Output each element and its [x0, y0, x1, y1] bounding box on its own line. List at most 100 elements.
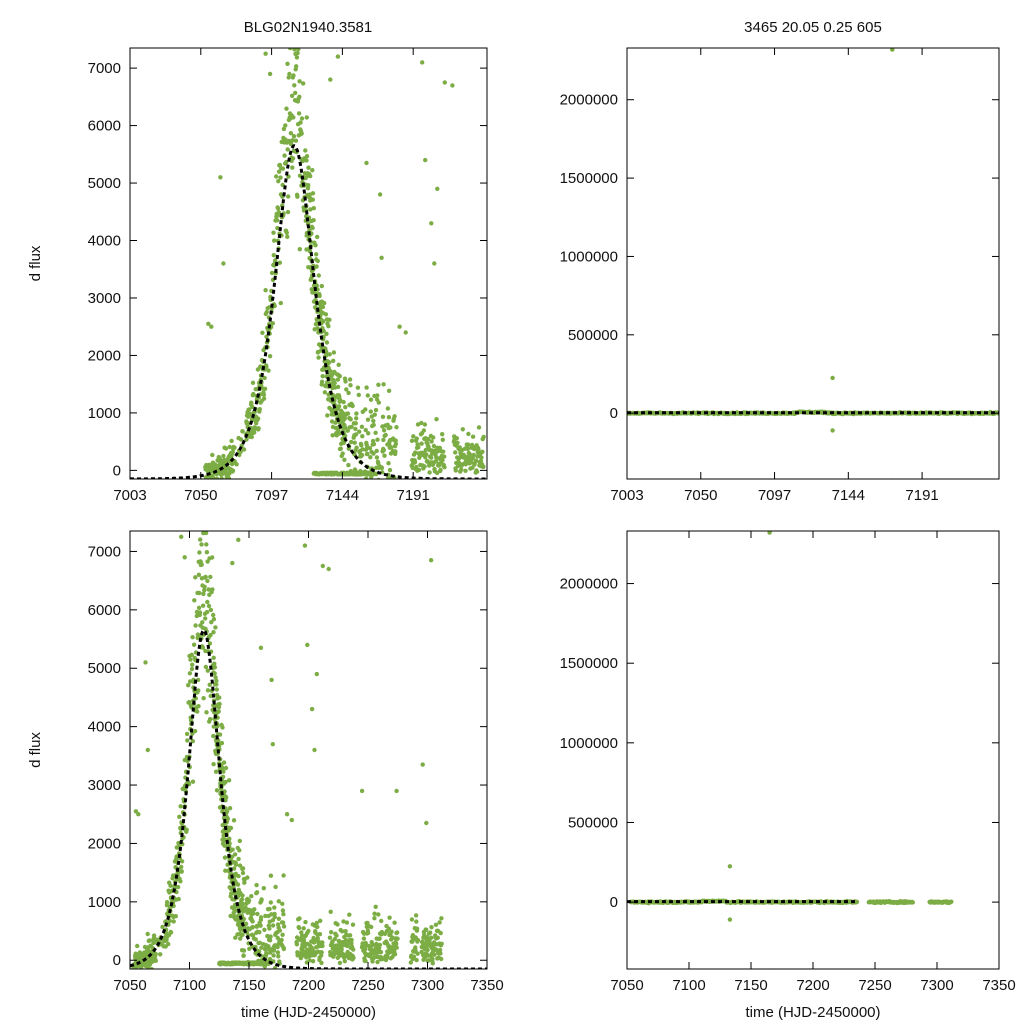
data-point — [354, 416, 359, 421]
x-tick-label: 7144 — [832, 487, 865, 504]
data-point — [294, 55, 300, 60]
data-point — [326, 324, 331, 329]
data-point — [374, 505, 378, 509]
data-point — [371, 418, 376, 424]
data-point — [199, 562, 204, 567]
data-point — [328, 909, 333, 914]
data-point — [263, 288, 268, 293]
plot-frame — [129, 47, 488, 480]
data-point — [208, 632, 213, 638]
data-point — [315, 924, 320, 930]
y-tick-label: 0 — [610, 405, 618, 422]
data-point — [280, 166, 286, 171]
data-point — [440, 432, 445, 437]
data-point — [214, 687, 219, 692]
data-point — [303, 148, 308, 153]
data-point — [270, 923, 276, 928]
data-point — [344, 920, 350, 925]
data-point — [450, 83, 455, 88]
data-point — [442, 80, 447, 85]
data-point — [413, 450, 418, 455]
data-point — [381, 437, 386, 443]
data-point — [890, 48, 895, 52]
data-point — [292, 48, 297, 52]
data-point — [423, 447, 429, 453]
data-point — [258, 915, 264, 920]
x-tick-label: 7300 — [411, 977, 444, 994]
data-point — [453, 450, 458, 455]
data-point — [373, 430, 378, 435]
data-point — [337, 374, 342, 379]
data-point — [314, 264, 319, 269]
y-tick-label: 2000 — [88, 835, 121, 852]
data-point — [302, 543, 308, 548]
data-point — [283, 123, 288, 128]
data-point — [257, 407, 262, 412]
data-point — [381, 428, 387, 433]
data-point — [414, 464, 419, 470]
data-point — [349, 937, 354, 943]
data-point — [368, 409, 373, 414]
data-point — [268, 934, 273, 939]
data-point — [268, 900, 273, 905]
data-point — [208, 693, 213, 699]
data-point — [380, 414, 386, 419]
data-point — [376, 382, 381, 387]
data-point — [426, 437, 431, 442]
data-point — [370, 481, 374, 485]
data-point — [359, 424, 365, 429]
data-point — [264, 952, 269, 957]
data-point — [433, 922, 439, 927]
x-tick-label: 7191 — [905, 487, 938, 504]
data-point — [419, 441, 424, 446]
data-point — [268, 873, 274, 878]
data-point — [389, 445, 394, 450]
data-point — [296, 48, 301, 52]
data-point — [343, 405, 348, 410]
y-tick-label: 3000 — [88, 290, 121, 307]
data-point — [435, 935, 440, 940]
data-point — [343, 379, 348, 384]
data-point — [230, 560, 235, 566]
data-point — [221, 760, 227, 765]
data-point — [438, 951, 443, 956]
data-point — [479, 455, 484, 460]
data-point — [335, 384, 341, 390]
data-point — [409, 917, 415, 922]
data-point — [299, 131, 304, 136]
data-point — [207, 717, 213, 722]
data-point — [342, 457, 347, 462]
data-point — [375, 437, 380, 442]
data-point — [270, 742, 275, 747]
data-point — [166, 941, 171, 947]
data-point — [261, 886, 266, 891]
data-point — [210, 555, 215, 560]
data-point — [237, 863, 243, 868]
data-point — [189, 666, 195, 672]
data-point — [332, 936, 338, 942]
data-point — [308, 173, 313, 179]
data-point — [347, 912, 352, 917]
data-point — [409, 438, 415, 443]
data-point — [379, 918, 384, 924]
data-point — [314, 920, 319, 926]
data-point — [271, 230, 276, 235]
data-point — [372, 412, 377, 417]
data-points — [131, 531, 444, 969]
data-point — [270, 321, 275, 326]
data-point — [727, 917, 733, 922]
data-point — [225, 480, 229, 484]
panel-bottom-left: 7050 7100 7150 7200 7250 7300 7350 0 1000 2000 300… — [27, 530, 504, 1021]
data-point — [420, 762, 425, 767]
data-point — [177, 814, 182, 819]
data-point — [315, 326, 320, 331]
x-tick-label: 7050 — [113, 977, 146, 994]
x-tick-label: 7191 — [397, 487, 430, 504]
data-point — [285, 234, 290, 239]
data-point — [329, 419, 335, 424]
data-point — [465, 442, 471, 447]
data-point — [376, 477, 381, 479]
data-point — [277, 162, 283, 168]
x-tick-label: 7250 — [351, 977, 384, 994]
data-points — [628, 531, 954, 969]
